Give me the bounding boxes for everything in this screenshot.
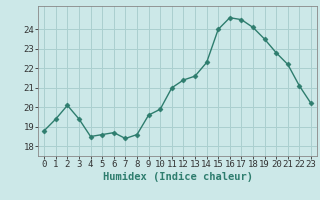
X-axis label: Humidex (Indice chaleur): Humidex (Indice chaleur) bbox=[103, 172, 252, 182]
